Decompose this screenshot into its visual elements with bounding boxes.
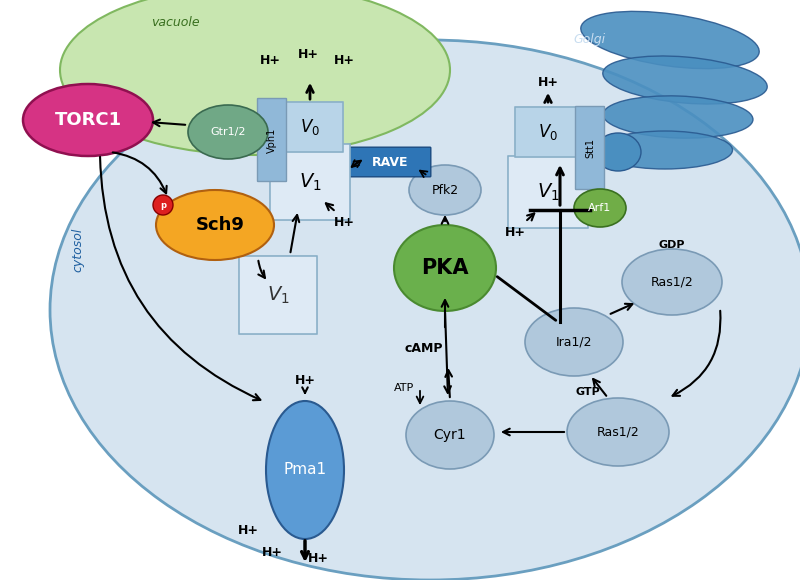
Text: Ras1/2: Ras1/2 <box>597 426 639 438</box>
Text: Gtr1/2: Gtr1/2 <box>210 127 246 137</box>
Ellipse shape <box>394 225 496 311</box>
Text: Pfk2: Pfk2 <box>431 183 458 197</box>
Text: RAVE: RAVE <box>372 155 408 169</box>
Text: Golgi: Golgi <box>574 34 606 46</box>
Text: vacuole: vacuole <box>150 16 199 28</box>
Text: $V_1$: $V_1$ <box>266 284 290 306</box>
Text: H+: H+ <box>298 49 318 61</box>
Text: H+: H+ <box>334 216 354 229</box>
Ellipse shape <box>603 96 753 138</box>
Text: Pma1: Pma1 <box>283 462 326 477</box>
Ellipse shape <box>409 165 481 215</box>
Text: PKA: PKA <box>422 258 469 278</box>
Ellipse shape <box>153 195 173 215</box>
Ellipse shape <box>602 56 767 104</box>
Text: H+: H+ <box>238 524 258 536</box>
FancyBboxPatch shape <box>239 256 317 334</box>
Ellipse shape <box>60 0 450 155</box>
Text: $V_1$: $V_1$ <box>298 171 322 193</box>
Text: $V_0$: $V_0$ <box>300 117 320 137</box>
Ellipse shape <box>406 401 494 469</box>
Ellipse shape <box>595 133 641 171</box>
Text: TORC1: TORC1 <box>54 111 122 129</box>
Text: H+: H+ <box>262 546 282 559</box>
Ellipse shape <box>23 84 153 156</box>
Text: H+: H+ <box>334 53 354 67</box>
Text: cAMP: cAMP <box>405 342 443 354</box>
Text: H+: H+ <box>538 75 558 89</box>
FancyBboxPatch shape <box>349 147 430 177</box>
Text: Sch9: Sch9 <box>195 216 245 234</box>
Text: H+: H+ <box>259 53 281 67</box>
Text: $V_0$: $V_0$ <box>538 122 558 142</box>
FancyBboxPatch shape <box>270 144 350 220</box>
Text: Ira1/2: Ira1/2 <box>556 335 592 349</box>
FancyBboxPatch shape <box>508 156 588 228</box>
FancyBboxPatch shape <box>258 99 286 182</box>
Text: H+: H+ <box>307 552 329 564</box>
FancyBboxPatch shape <box>277 102 343 152</box>
Text: ATP: ATP <box>394 383 414 393</box>
Ellipse shape <box>156 190 274 260</box>
Text: Vph1: Vph1 <box>267 128 277 153</box>
Text: Arf1: Arf1 <box>588 203 612 213</box>
Ellipse shape <box>188 105 268 159</box>
Text: $V_1$: $V_1$ <box>537 182 559 202</box>
Ellipse shape <box>622 249 722 315</box>
Text: H+: H+ <box>505 226 526 238</box>
Text: Stt1: Stt1 <box>585 138 595 158</box>
Ellipse shape <box>266 401 344 539</box>
Ellipse shape <box>567 398 669 466</box>
Text: p: p <box>160 201 166 209</box>
Text: H+: H+ <box>294 374 315 386</box>
Text: Cyr1: Cyr1 <box>434 428 466 442</box>
Text: GTP: GTP <box>576 387 600 397</box>
Ellipse shape <box>581 12 759 68</box>
FancyBboxPatch shape <box>515 107 581 157</box>
Ellipse shape <box>598 131 733 169</box>
Ellipse shape <box>50 40 800 580</box>
Text: GDP: GDP <box>658 240 686 250</box>
Text: Ras1/2: Ras1/2 <box>650 276 694 288</box>
Ellipse shape <box>525 308 623 376</box>
Text: cytosol: cytosol <box>71 228 85 272</box>
Ellipse shape <box>574 189 626 227</box>
FancyBboxPatch shape <box>575 107 605 190</box>
